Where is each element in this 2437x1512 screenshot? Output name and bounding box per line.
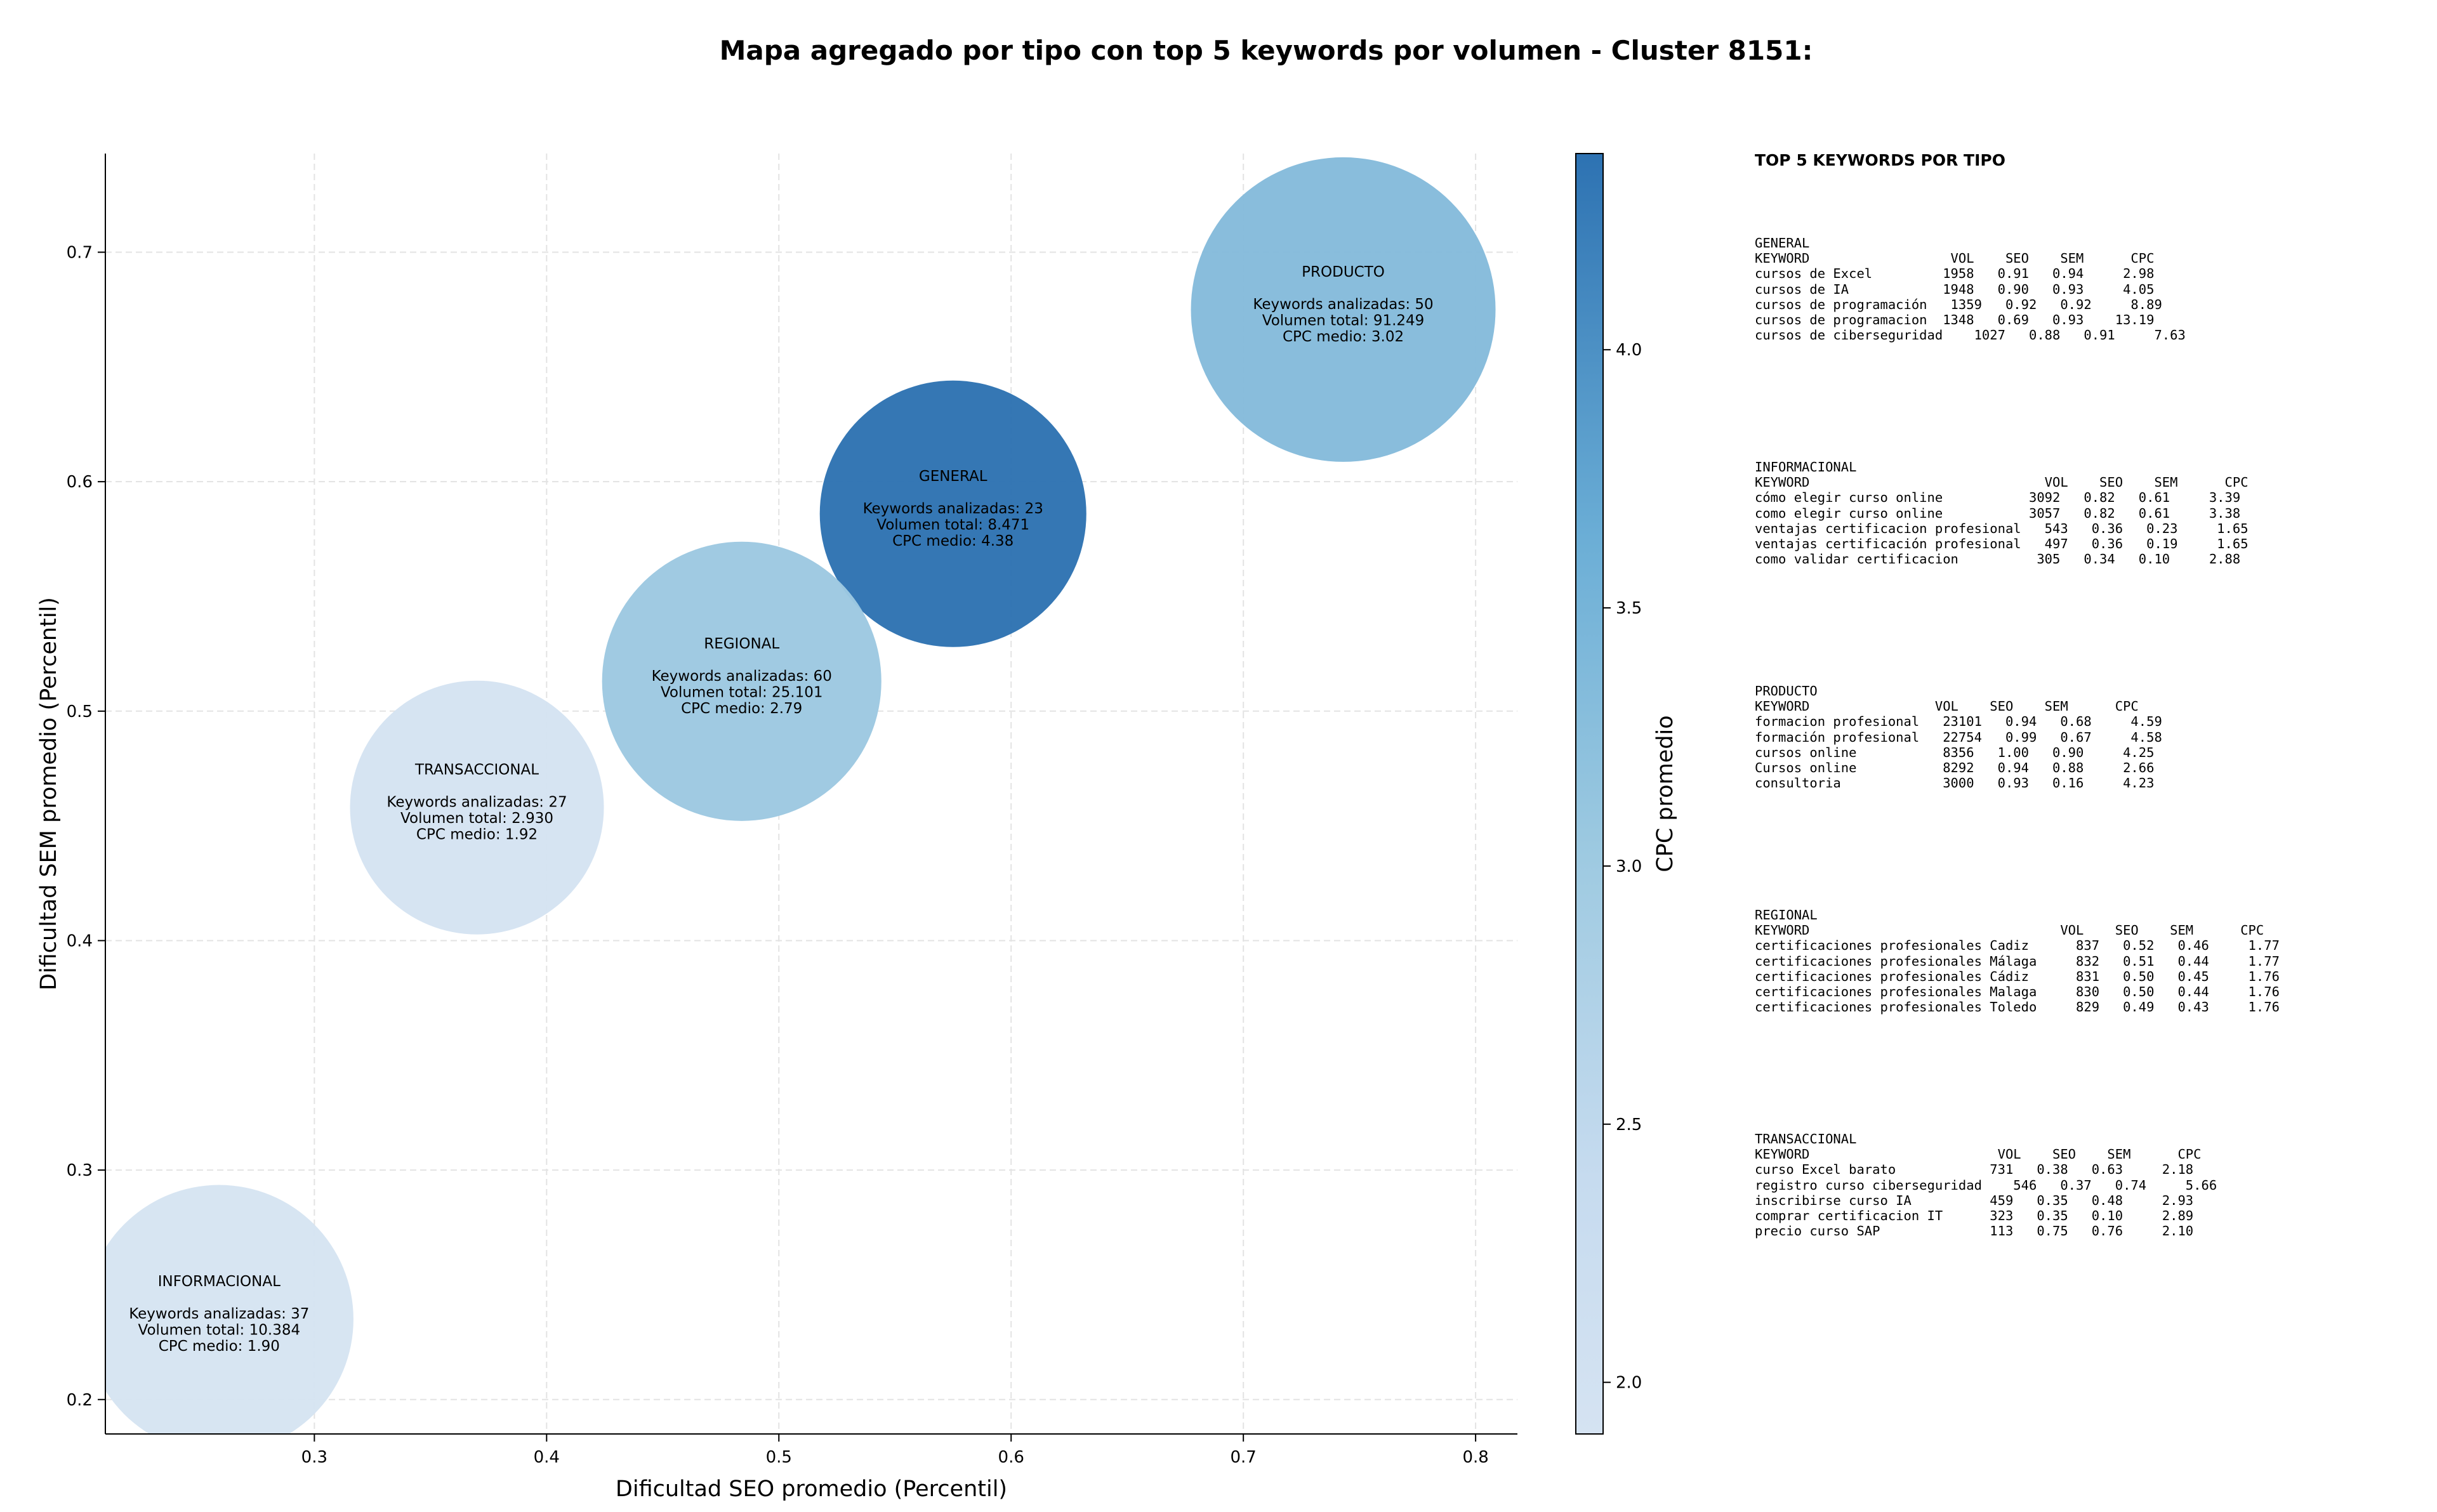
bubble-label: CPC medio: 3.02	[1283, 329, 1404, 345]
y-tick-label: 0.7	[67, 244, 93, 263]
keyword-block-title: GENERAL	[1755, 235, 1810, 251]
bubble-label: Volumen total: 91.249	[1262, 312, 1425, 329]
bubble-general	[819, 380, 1086, 647]
y-tick-label: 0.5	[67, 702, 93, 721]
keyword-row: cursos de programacion 1348 0.69 0.93 13…	[1755, 312, 2155, 328]
keyword-row: certificaciones profesionales Cádiz 831 …	[1755, 968, 2280, 984]
keyword-row: formación profesional 22754 0.99 0.67 4.…	[1755, 729, 2162, 745]
keyword-table-header: KEYWORD VOL SEO SEM CPC	[1755, 699, 2139, 714]
top-keywords-panel: TOP 5 KEYWORDS POR TIPO GENERAL KEYWORD V…	[1755, 151, 2427, 1355]
keyword-table-header: KEYWORD VOL SEO SEM CPC	[1755, 251, 2155, 266]
keyword-row: ventajas certificacion profesional 543 0…	[1755, 520, 2249, 536]
keyword-blocks: GENERAL KEYWORD VOL SEO SEM CPC cursos de …	[1755, 235, 2427, 1355]
keyword-row: precio curso SAP 113 0.75 0.76 2.10	[1755, 1223, 2194, 1239]
y-tick-label: 0.3	[67, 1161, 93, 1180]
x-axis-label: Dificultad SEO promedio (Percentil)	[616, 1476, 1007, 1502]
bubble-transaccional	[350, 680, 604, 935]
keyword-row: inscribirse curso IA 459 0.35 0.48 2.93	[1755, 1192, 2194, 1208]
colorbar: 2.0 2.5 3.0 3.5 4.0 CPC promedio	[1575, 153, 1678, 1435]
keyword-row: cursos de IA 1948 0.90 0.93 4.05	[1755, 281, 2155, 297]
keyword-row: certificaciones profesionales Malaga 830…	[1755, 984, 2280, 1000]
bubble-label: TRANSACCIONAL	[414, 762, 539, 779]
x-tick-label: 0.6	[998, 1448, 1024, 1467]
keyword-row: formacion profesional 23101 0.94 0.68 4.…	[1755, 714, 2162, 730]
keyword-table-header: KEYWORD VOL SEO SEM CPC	[1755, 1147, 2202, 1162]
keyword-row: curso Excel barato 731 0.38 0.63 2.18	[1755, 1162, 2194, 1178]
y-tick-label: 0.4	[67, 931, 93, 950]
y-tick-label: 0.2	[67, 1391, 93, 1410]
bubble-label: REGIONAL	[704, 636, 779, 652]
keyword-row: cursos online 8356 1.00 0.90 4.25	[1755, 744, 2155, 760]
keyword-block-general: GENERAL KEYWORD VOL SEO SEM CPC cursos de …	[1755, 235, 2427, 459]
y-axis-label: Dificultad SEM promedio (Percentil)	[36, 597, 62, 990]
keyword-row: registro curso ciberseguridad 546 0.37 0…	[1755, 1177, 2217, 1193]
keyword-block-producto: PRODUCTO KEYWORD VOL SEO SEM CPC formacion…	[1755, 683, 2427, 907]
keyword-row: certificaciones profesionales Cadiz 837 …	[1755, 938, 2280, 954]
keyword-row: como validar certificacion 305 0.34 0.10…	[1755, 551, 2241, 567]
keyword-block-title: REGIONAL	[1755, 907, 1818, 923]
bubble-label: CPC medio: 2.79	[681, 700, 802, 717]
colorbar-gradient	[1575, 153, 1604, 1435]
bubble-label: CPC medio: 1.92	[416, 827, 538, 843]
bubble-label: Volumen total: 2.930	[400, 810, 553, 827]
keyword-row: comprar certificacion IT 323 0.35 0.10 2…	[1755, 1208, 2194, 1224]
bubble-regional	[602, 541, 882, 821]
bubble-label: Keywords analizadas: 50	[1253, 296, 1433, 313]
chart-title: Mapa agregado por tipo con top 5 keyword…	[719, 35, 1813, 66]
keyword-row: consultoria 3000 0.93 0.16 4.23	[1755, 775, 2155, 791]
keyword-row: certificaciones profesionales Málaga 832…	[1755, 953, 2280, 969]
keyword-row: como elegir curso online 3057 0.82 0.61 …	[1755, 505, 2241, 521]
bubble-label: PRODUCTO	[1302, 264, 1385, 280]
x-tick-label: 0.7	[1230, 1448, 1256, 1467]
keyword-block-transaccional: TRANSACCIONAL KEYWORD VOL SEO SEM CPC curs…	[1755, 1131, 2427, 1355]
bubble-label: GENERAL	[919, 468, 987, 485]
colorbar-tick-label: 4.0	[1616, 341, 1642, 360]
bubble-producto	[1191, 157, 1496, 462]
keyword-row: certificaciones profesionales Toledo 829…	[1755, 999, 2280, 1015]
keyword-block-title: TRANSACCIONAL	[1755, 1131, 1857, 1147]
bubble-label: Volumen total: 10.384	[138, 1322, 301, 1339]
bubble-label: Keywords analizadas: 60	[652, 668, 832, 685]
keyword-row: ventajas certificación profesional 497 0…	[1755, 536, 2249, 552]
keyword-table-header: KEYWORD VOL SEO SEM CPC	[1755, 923, 2264, 938]
keyword-block-regional: REGIONAL KEYWORD VOL SEO SEM CPC certifica…	[1755, 907, 2427, 1131]
colorbar-tick-label: 3.0	[1616, 857, 1642, 876]
bubble-label: Volumen total: 8.471	[876, 516, 1029, 533]
bubble-label: Keywords analizadas: 23	[863, 501, 1043, 517]
keyword-row: cómo elegir curso online 3092 0.82 0.61 …	[1755, 490, 2241, 506]
y-tick-label: 0.6	[67, 473, 93, 492]
keyword-row: cursos de Excel 1958 0.91 0.94 2.98	[1755, 266, 2155, 282]
keyword-block-informacional: INFORMACIONAL KEYWORD VOL SEO SEM CPC cómo…	[1755, 459, 2427, 683]
bubble-label: Volumen total: 25.101	[661, 684, 823, 700]
colorbar-tick-label: 2.0	[1616, 1374, 1642, 1393]
keyword-table-header: KEYWORD VOL SEO SEM CPC	[1755, 475, 2249, 490]
top-keywords-heading: TOP 5 KEYWORDS POR TIPO	[1755, 151, 2005, 169]
keyword-block-title: INFORMACIONAL	[1755, 459, 1857, 475]
bubble-label: Keywords analizadas: 27	[386, 794, 567, 811]
bubble-label: INFORMACIONAL	[158, 1273, 281, 1290]
colorbar-label: CPC promedio	[1653, 715, 1678, 872]
x-tick-label: 0.8	[1462, 1448, 1488, 1467]
colorbar-tick-label: 3.5	[1616, 599, 1642, 618]
x-tick-label: 0.3	[301, 1448, 327, 1467]
keyword-row: cursos de programación 1359 0.92 0.92 8.…	[1755, 296, 2162, 312]
axes: 0.3 0.4 0.5 0.6 0.7 0.8 0.2 0.3 0.4 0.5 0.6 0.7 Difi…	[36, 154, 1517, 1502]
keyword-row: Cursos online 8292 0.94 0.88 2.66	[1755, 760, 2155, 776]
x-tick-label: 0.4	[534, 1448, 560, 1467]
bubble-label: CPC medio: 4.38	[892, 533, 1014, 549]
bubble-informacional	[105, 1185, 353, 1434]
bubble-label: Keywords analizadas: 37	[129, 1306, 309, 1322]
keyword-row: cursos de ciberseguridad 1027 0.88 0.91 …	[1755, 327, 2186, 343]
keyword-block-title: PRODUCTO	[1755, 683, 1818, 699]
x-tick-label: 0.5	[766, 1448, 792, 1467]
colorbar-tick-label: 2.5	[1616, 1115, 1642, 1134]
bubbles	[105, 157, 1496, 1434]
bubble-label: CPC medio: 1.90	[159, 1338, 280, 1355]
